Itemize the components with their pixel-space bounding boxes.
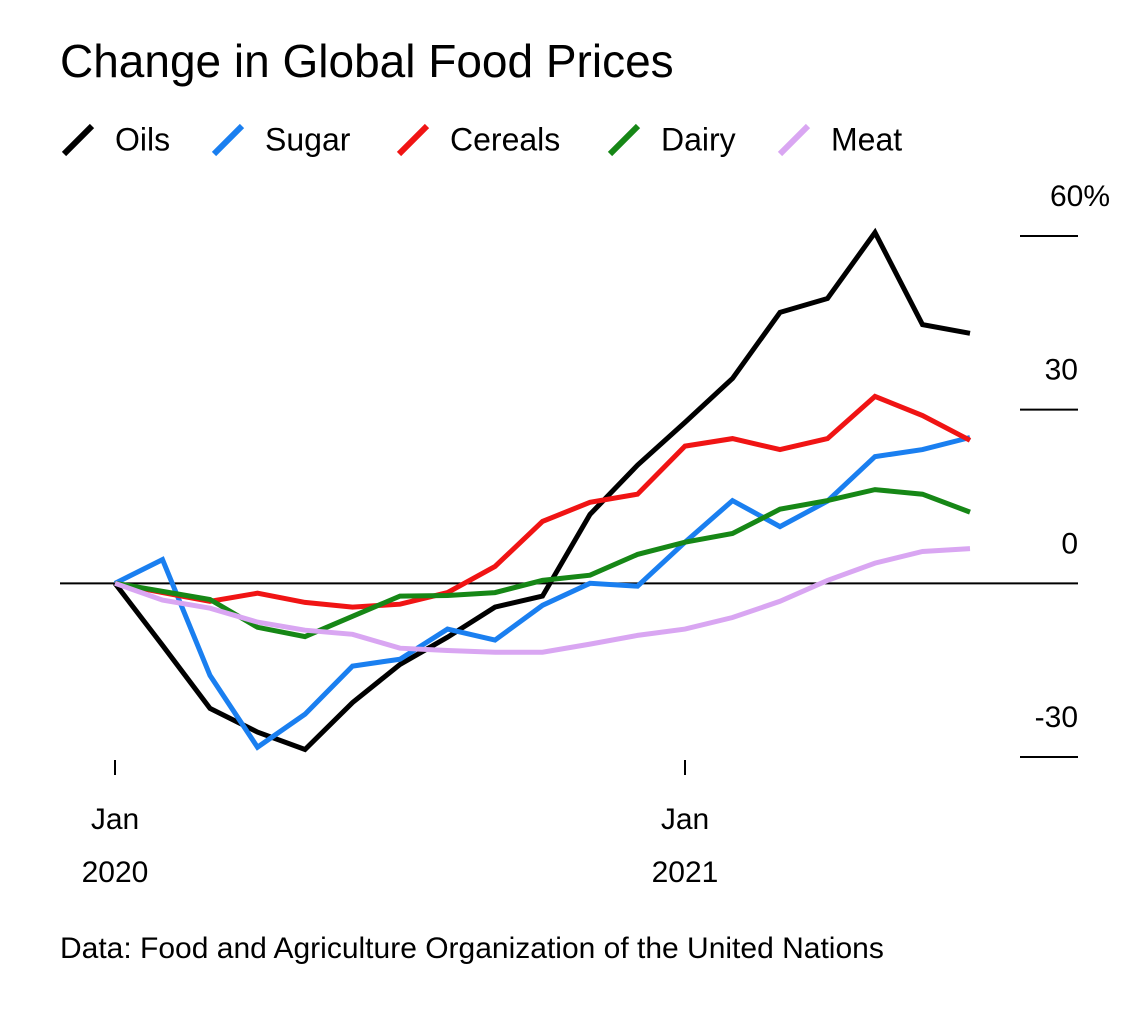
x-tick-label: Jan (661, 803, 709, 836)
series-line (114, 546, 971, 655)
chart-title: Change in Global Food Prices (60, 35, 674, 87)
legend-swatch (396, 123, 430, 157)
series-line (114, 487, 971, 640)
series-line (114, 393, 972, 610)
legend-label: Cereals (450, 121, 560, 157)
legend-label: Meat (831, 121, 902, 157)
legend-swatch (211, 123, 245, 157)
legend-swatch (777, 123, 811, 157)
legend-label: Sugar (265, 121, 351, 157)
source-note: Data: Food and Agriculture Organization … (60, 932, 884, 965)
legend-label: Oils (115, 121, 170, 157)
legend-label: Dairy (661, 121, 736, 157)
x-tick-label: Jan (91, 803, 139, 836)
y-tick-label: 60% (1050, 180, 1110, 213)
legend-swatch (61, 123, 95, 157)
legend-swatch (607, 123, 641, 157)
x-tick-label: 2020 (82, 856, 149, 889)
x-tick-label: 2021 (652, 856, 719, 889)
y-tick-label: 0 (1061, 527, 1078, 560)
series-line (113, 227, 971, 753)
y-tick-label: 30 (1045, 354, 1078, 387)
y-tick-label: -30 (1035, 701, 1078, 734)
